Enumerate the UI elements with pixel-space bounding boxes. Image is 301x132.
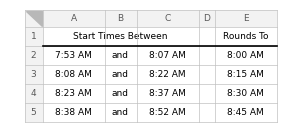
Text: 8:38 AM: 8:38 AM [55,108,92,117]
Text: D: D [203,14,210,23]
Text: 2: 2 [31,51,36,60]
Text: 8:22 AM: 8:22 AM [149,70,186,79]
Bar [198,84,215,103]
Text: C: C [164,14,171,23]
Bar [104,65,136,84]
Polygon shape [26,11,42,26]
Bar [24,103,42,122]
Bar [215,103,277,122]
Bar [215,46,277,65]
Text: 8:07 AM: 8:07 AM [149,51,186,60]
Text: 8:08 AM: 8:08 AM [55,70,92,79]
Text: and: and [112,51,129,60]
Text: 8:37 AM: 8:37 AM [149,89,186,98]
Bar [198,65,215,84]
Bar [24,65,42,84]
Bar [24,46,42,65]
Text: 8:30 AM: 8:30 AM [227,89,264,98]
Bar [24,84,42,103]
Bar [215,10,277,27]
Bar [215,27,277,46]
Text: 3: 3 [31,70,36,79]
Text: Start Times Between: Start Times Between [73,32,168,41]
Text: 8:15 AM: 8:15 AM [227,70,264,79]
Text: 7:53 AM: 7:53 AM [55,51,92,60]
Bar [104,84,136,103]
Bar [136,46,198,65]
Text: and: and [112,89,129,98]
Bar [136,103,198,122]
Text: and: and [112,70,129,79]
Bar [42,27,198,46]
Text: 8:45 AM: 8:45 AM [227,108,264,117]
Text: A: A [70,14,76,23]
Bar [42,103,104,122]
Text: 8:00 AM: 8:00 AM [227,51,264,60]
Bar [104,103,136,122]
Bar [136,10,198,27]
Text: 8:52 AM: 8:52 AM [149,108,186,117]
Bar [24,10,42,27]
Bar [198,46,215,65]
Bar [198,27,215,46]
Text: B: B [117,14,124,23]
Text: 1: 1 [31,32,36,41]
Text: E: E [243,14,248,23]
Bar [24,27,42,46]
Bar [198,103,215,122]
Text: 4: 4 [31,89,36,98]
Bar [42,84,104,103]
Bar [42,10,104,27]
Bar [136,65,198,84]
Bar [42,46,104,65]
Bar [104,46,136,65]
Bar [104,10,136,27]
Bar [215,65,277,84]
Text: 8:23 AM: 8:23 AM [55,89,92,98]
Bar [136,84,198,103]
Text: and: and [112,108,129,117]
Bar [42,65,104,84]
Text: Rounds To: Rounds To [223,32,268,41]
Text: 5: 5 [31,108,36,117]
Bar [215,84,277,103]
Bar [198,10,215,27]
